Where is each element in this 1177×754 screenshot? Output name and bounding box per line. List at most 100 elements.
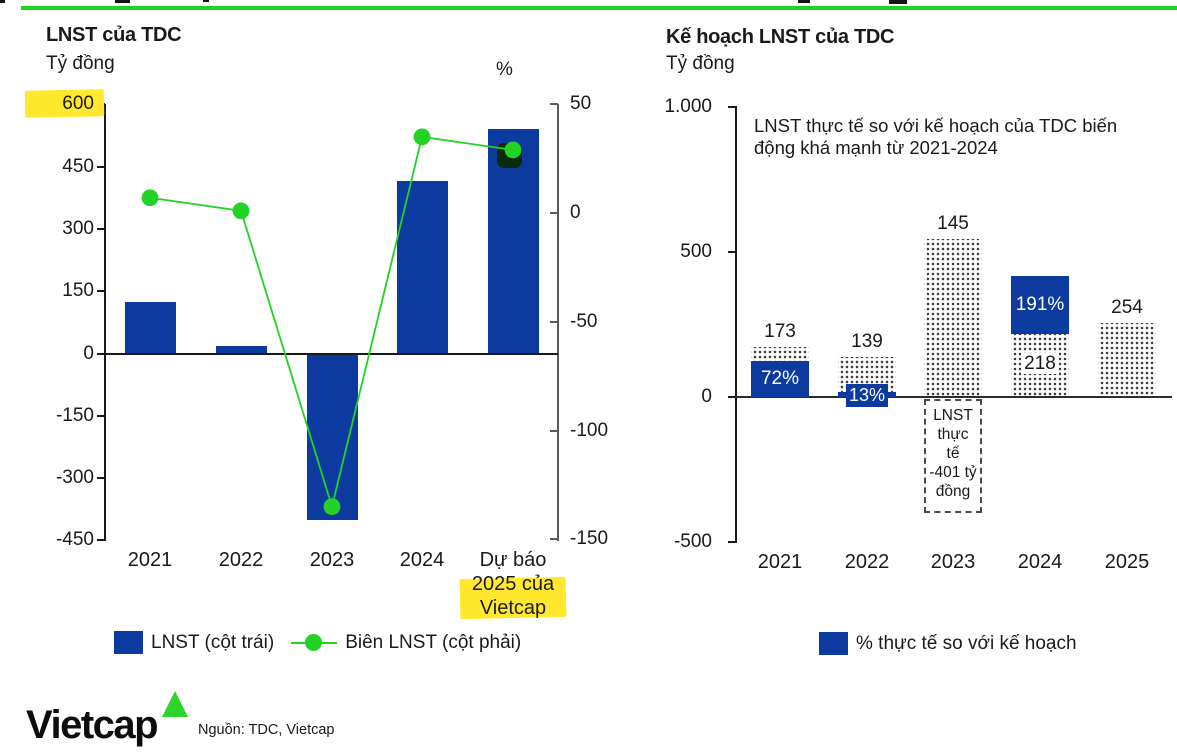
plan-value-label-2024: 218 <box>1008 352 1072 375</box>
left-chart-title: LNST của TDC <box>46 24 182 46</box>
left-chart-secondary-y-axis <box>557 104 559 541</box>
cropped-text-fragment <box>203 0 209 2</box>
legend-label-pct: % thực tế so với kế hoạch <box>856 632 1077 654</box>
right-chart-x-label: 2023 <box>930 551 976 573</box>
left-chart-ry-tick <box>550 103 558 106</box>
left-chart-y-tick <box>97 165 105 168</box>
cropped-text-fragment <box>115 0 130 3</box>
actual-loss-box-text-line: thực <box>937 426 969 443</box>
vietcap-logo-triangle-icon <box>162 691 188 717</box>
right-chart-y-tick-label: 0 <box>701 386 712 407</box>
right-chart-note-line2: động khá mạnh từ 2021-2024 <box>754 137 998 158</box>
left-chart-y-tick-label: 300 <box>62 217 94 239</box>
left-chart-ry-tick-label: 0 <box>570 202 581 223</box>
plan-bar-2023 <box>924 238 982 397</box>
actual-loss-box-2023: LNST thực tế -401 tỷ đồng <box>924 399 982 514</box>
legend-label-lnst: LNST (cột trái) <box>151 631 275 653</box>
right-chart-legend: % thực tế so với kế hoạch <box>819 632 1077 655</box>
right-chart-y-tick <box>728 251 736 253</box>
right-chart-x-label: 2024 <box>1017 551 1063 573</box>
top-divider <box>21 6 1177 10</box>
plan-value-label-2022: 139 <box>851 330 883 352</box>
actual-loss-box-text-line: -401 tỷ <box>929 464 977 481</box>
left-chart-zero-line <box>104 353 558 355</box>
cropped-text-fragment <box>798 0 810 3</box>
left-chart-right-axis-unit: % <box>496 59 513 80</box>
margin-point-2022 <box>232 202 250 220</box>
left-chart-ry-tick-label: -50 <box>570 310 598 332</box>
legend-swatch-lnst <box>114 631 143 654</box>
right-chart-x-label: 2025 <box>1104 551 1150 573</box>
left-chart-x-label: 2025 của <box>471 573 555 595</box>
plan-value-label-text: 218 <box>1021 352 1059 374</box>
actual-bar-2021: 72% <box>751 360 809 397</box>
left-chart-x-label: Dự báo <box>479 549 547 571</box>
left-chart-ry-tick-label: 50 <box>570 93 592 115</box>
lnst-bar-2023 <box>307 353 358 520</box>
cropped-text-fragment <box>889 0 907 4</box>
right-chart-x-label: 2022 <box>844 551 890 573</box>
vietcap-logo: Vietcap <box>26 691 188 748</box>
right-chart-note-line1: LNST thực tế so với kế hoạch của TDC biế… <box>754 115 1118 136</box>
actual-loss-box-text-line: đồng <box>935 483 971 500</box>
legend-dot-icon <box>305 633 323 651</box>
right-chart-y-tick <box>728 541 736 543</box>
right-chart-title: Kế hoạch LNST của TDC <box>666 26 895 48</box>
left-chart-x-label: 2022 <box>218 549 264 571</box>
plan-value-label-2023: 145 <box>937 212 969 234</box>
left-chart-ry-tick <box>550 538 558 541</box>
left-chart-x-label: 2021 <box>127 549 173 571</box>
right-chart-y-tick <box>728 106 736 108</box>
lnst-bar-Dự-báo-2025-của-Vietcap <box>488 129 539 354</box>
margin-point-2024 <box>413 128 431 146</box>
legend-line-marker <box>291 633 338 652</box>
left-chart-x-label: 2023 <box>309 549 355 571</box>
left-chart-unit-label: Tỷ đồng <box>46 53 115 74</box>
left-chart-ry-tick <box>550 320 558 323</box>
actual-loss-box-text-line: LNST <box>933 407 973 424</box>
left-chart-y-tick <box>97 227 105 230</box>
legend-label-bien-lnst: Biên LNST (cột phải) <box>345 631 522 653</box>
left-chart-y-tick-label: 450 <box>62 155 94 177</box>
lnst-bar-2021 <box>125 301 176 354</box>
left-chart-ry-tick-label: -100 <box>570 419 609 441</box>
left-chart-ry-tick <box>550 429 558 432</box>
legend-swatch-pct <box>819 632 848 655</box>
left-chart-y-tick-label: 0 <box>83 342 94 364</box>
actual-loss-box-text-line: tế <box>946 445 960 462</box>
left-chart-y-tick-label: -450 <box>55 529 94 551</box>
left-chart-y-tick <box>97 539 105 542</box>
right-chart-y-tick-label: -500 <box>673 531 712 552</box>
plan-bar-2025 <box>1098 323 1156 397</box>
right-chart-y-axis <box>735 106 737 543</box>
left-chart-y-tick-label: 150 <box>62 280 94 302</box>
actual-bar-2024: 191% <box>1011 276 1069 334</box>
left-chart-y-tick <box>97 477 105 480</box>
cropped-text-fragment <box>0 0 5 3</box>
vietcap-logo-text: Vietcap <box>26 703 159 747</box>
plan-value-label-2021: 173 <box>764 320 796 342</box>
source-note: Nguồn: TDC, Vietcap <box>198 722 335 738</box>
right-chart-x-label: 2021 <box>757 551 803 573</box>
right-chart-y-tick-label: 1.000 <box>664 96 712 117</box>
left-chart-ry-tick-label: -150 <box>570 528 609 550</box>
margin-point-2021 <box>141 189 159 207</box>
left-chart-y-tick-label: -150 <box>55 404 94 426</box>
right-chart-y-tick-label: 500 <box>680 241 712 262</box>
left-chart-x-label: 2024 <box>399 549 445 571</box>
right-chart-zero-line <box>735 396 1172 398</box>
right-chart-y-tick <box>728 396 736 398</box>
left-chart-y-tick <box>97 290 105 293</box>
left-chart-x-label: Vietcap <box>479 597 547 619</box>
left-chart-y-axis <box>104 104 106 541</box>
right-chart-unit-label: Tỷ đồng <box>666 53 735 74</box>
left-chart-ry-tick <box>550 212 558 214</box>
left-chart-y-tick-label: 600 <box>62 93 94 115</box>
left-chart-legend: LNST (cột trái) Biên LNST (cột phải) <box>114 631 521 654</box>
left-chart-y-tick <box>97 352 105 355</box>
plan-value-label-2025: 254 <box>1111 297 1143 319</box>
left-chart-y-tick-label: -300 <box>55 467 94 489</box>
left-chart-y-tick <box>97 414 105 417</box>
actual-pct-box-2022: 13% <box>846 384 888 407</box>
